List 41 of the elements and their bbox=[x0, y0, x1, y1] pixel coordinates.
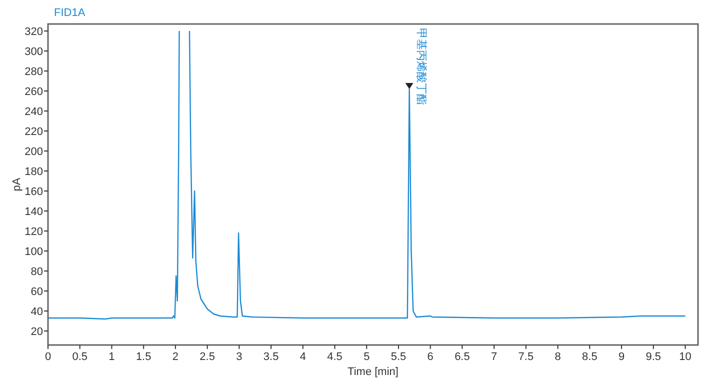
y-tick-label: 20 bbox=[30, 326, 43, 338]
annotation: 甲基丙烯酸丁酯 bbox=[415, 28, 428, 105]
x-tick-label: 3.5 bbox=[263, 351, 279, 363]
x-tick-label: 6.5 bbox=[454, 351, 470, 363]
x-tick-label: 7 bbox=[491, 351, 498, 363]
x-tick-label: 4 bbox=[300, 351, 306, 363]
y-tick-label: 60 bbox=[30, 286, 43, 298]
x-tick-label: 5 bbox=[364, 351, 370, 363]
x-tick-label: 10 bbox=[679, 351, 692, 363]
x-tick-label: 3 bbox=[236, 351, 242, 363]
x-tick-label: 1.5 bbox=[136, 351, 152, 363]
y-tick-label: 200 bbox=[24, 146, 43, 158]
y-tick-label: 140 bbox=[24, 206, 43, 218]
x-tick-label: 8 bbox=[554, 351, 561, 363]
y-tick-label: 100 bbox=[24, 246, 43, 258]
y-tick-label: 80 bbox=[30, 266, 43, 278]
x-tick-label: 5.5 bbox=[390, 351, 406, 363]
x-tick-label: 9.5 bbox=[646, 351, 662, 363]
y-axis-title: pA bbox=[11, 177, 23, 192]
x-tick-label: 8.5 bbox=[582, 351, 598, 363]
x-tick-label: 0 bbox=[44, 351, 52, 363]
x-tick-label: 4.5 bbox=[327, 351, 342, 363]
y-tick-label: 40 bbox=[30, 306, 43, 318]
y-tick-label: 260 bbox=[24, 86, 43, 98]
y-tick-label: 180 bbox=[24, 166, 43, 178]
y-tick-label: 160 bbox=[24, 186, 43, 198]
x-tick-label: 1 bbox=[108, 351, 115, 363]
y-tick-label: 280 bbox=[24, 66, 43, 78]
x-tick-label: 2.5 bbox=[200, 351, 215, 363]
chart-title: FID1A bbox=[54, 7, 86, 19]
x-tick-label: 6 bbox=[427, 351, 434, 363]
y-tick-label: 320 bbox=[24, 26, 43, 38]
y-tick-label: 120 bbox=[24, 226, 43, 238]
y-tick-label: 240 bbox=[24, 106, 43, 118]
y-tick-label: 300 bbox=[24, 46, 43, 58]
x-tick-label: 2 bbox=[172, 351, 179, 363]
x-axis-title: Time [min] bbox=[348, 366, 398, 378]
x-tick-label: 7.5 bbox=[518, 351, 534, 363]
x-tick-label: 0.5 bbox=[72, 351, 88, 363]
x-tick-label: 9 bbox=[618, 351, 625, 363]
y-tick-label: 220 bbox=[24, 126, 43, 138]
